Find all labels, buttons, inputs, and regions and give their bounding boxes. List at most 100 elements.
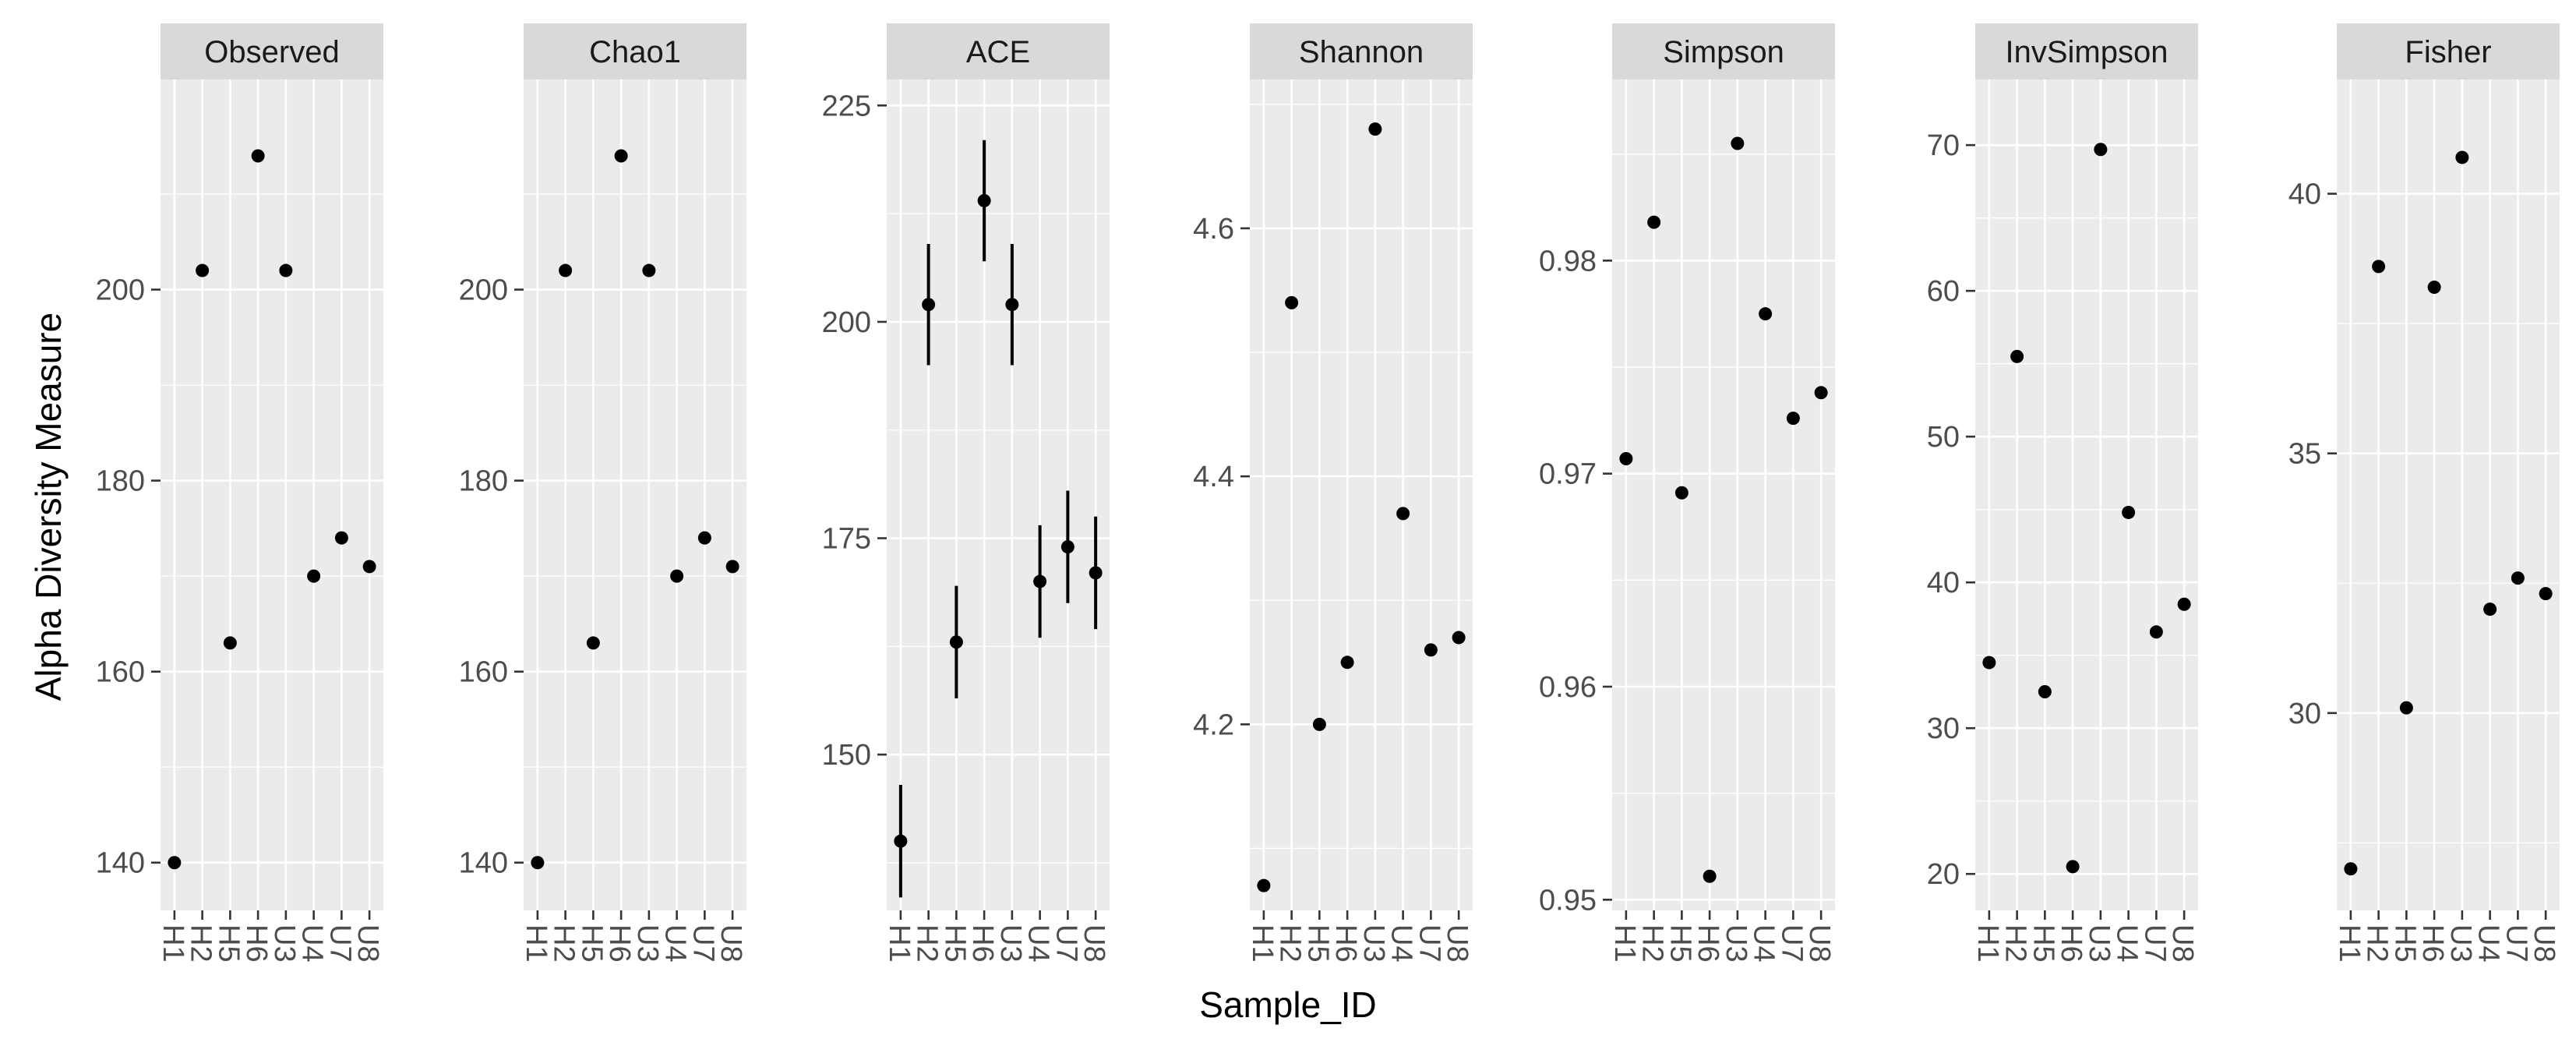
data-point xyxy=(614,149,628,163)
data-point xyxy=(2455,150,2469,164)
x-tick-label: U3 xyxy=(2083,924,2115,963)
x-tick-label: H1 xyxy=(1971,924,2004,963)
y-tick-label: 140 xyxy=(96,847,145,880)
data-point xyxy=(642,263,656,277)
data-point xyxy=(531,856,545,870)
y-tick-label: 225 xyxy=(822,90,871,122)
y-tick-label: 0.97 xyxy=(1539,458,1597,491)
x-tick-label: U7 xyxy=(2500,924,2532,963)
data-point xyxy=(279,263,293,277)
facet-strip xyxy=(161,23,383,80)
y-tick-label: 0.98 xyxy=(1539,245,1597,277)
x-tick-label: H5 xyxy=(2027,924,2059,963)
data-point xyxy=(697,531,711,545)
x-tick-label: U4 xyxy=(659,924,692,963)
data-point xyxy=(196,263,210,277)
data-point xyxy=(362,560,376,574)
facet-strip xyxy=(524,23,746,80)
x-tick-label: H5 xyxy=(1301,924,1334,963)
data-point xyxy=(2344,862,2358,876)
y-tick-label: 140 xyxy=(459,847,508,880)
data-point xyxy=(1786,412,1800,426)
x-tick-label: U7 xyxy=(686,924,719,963)
data-point xyxy=(223,636,237,650)
data-point xyxy=(1452,631,1466,645)
x-tick-label: H6 xyxy=(1329,924,1362,963)
x-tick-label: H5 xyxy=(212,924,245,963)
data-point xyxy=(1814,386,1828,400)
x-tick-label: H5 xyxy=(2388,924,2421,963)
data-point xyxy=(2038,684,2052,698)
facet-panels: Observed140160180200H1H2H5H6U3U4U7U8Chao… xyxy=(96,23,2560,963)
data-point xyxy=(1285,295,1299,309)
x-tick-label: U3 xyxy=(1357,924,1390,963)
panel-background xyxy=(524,80,746,910)
panel-background xyxy=(161,80,383,910)
data-point xyxy=(1674,486,1689,500)
y-tick-label: 50 xyxy=(1927,421,1960,454)
data-point xyxy=(334,531,348,545)
panel-background xyxy=(2337,80,2560,910)
x-tick-label: H5 xyxy=(938,924,971,963)
data-point xyxy=(670,569,684,583)
y-tick-label: 30 xyxy=(1927,712,1960,745)
x-tick-label: U7 xyxy=(1050,924,1082,963)
y-tick-label: 0.96 xyxy=(1539,671,1597,704)
panel-background xyxy=(1250,80,1473,910)
x-tick-label: U4 xyxy=(1022,924,1055,963)
y-tick-label: 200 xyxy=(96,274,145,307)
x-tick-label: H1 xyxy=(157,924,189,963)
facet-strip-label: Shannon xyxy=(1299,35,1424,69)
data-point xyxy=(1731,136,1745,150)
x-tick-label: U7 xyxy=(2138,924,2171,963)
x-tick-label: U8 xyxy=(1803,924,1836,963)
y-tick-label: 200 xyxy=(459,274,508,307)
facet-strip xyxy=(1975,23,2198,80)
y-tick-label: 4.2 xyxy=(1193,709,1234,741)
data-point xyxy=(2483,603,2497,617)
x-tick-label: U3 xyxy=(2444,924,2477,963)
data-point xyxy=(1982,656,1996,670)
x-tick-label: H1 xyxy=(883,924,916,963)
x-tick-label: H6 xyxy=(2055,924,2087,963)
y-tick-label: 180 xyxy=(459,465,508,498)
y-tick-label: 70 xyxy=(1927,129,1960,162)
data-point xyxy=(725,560,739,574)
x-tick-label: U3 xyxy=(994,924,1027,963)
x-tick-label: H5 xyxy=(575,924,608,963)
x-tick-label: U7 xyxy=(1413,924,1445,963)
x-tick-label: H2 xyxy=(185,924,217,963)
data-point xyxy=(1759,307,1773,321)
y-tick-label: 40 xyxy=(1927,567,1960,599)
x-tick-label: U7 xyxy=(323,924,356,963)
data-point xyxy=(977,193,991,207)
x-tick-label: U3 xyxy=(268,924,301,963)
facet-strip-label: Simpson xyxy=(1663,35,1784,69)
y-tick-label: 200 xyxy=(822,306,871,339)
data-point xyxy=(2177,597,2191,611)
y-tick-label: 160 xyxy=(459,656,508,689)
data-point xyxy=(2094,143,2108,157)
data-point xyxy=(307,569,321,583)
data-point xyxy=(949,635,963,649)
data-point xyxy=(922,298,936,312)
data-point xyxy=(168,856,182,870)
x-tick-label: H2 xyxy=(548,924,580,963)
x-tick-label: H2 xyxy=(1999,924,2032,963)
x-tick-label: U8 xyxy=(715,924,747,963)
x-tick-label: H1 xyxy=(1246,924,1279,963)
data-point xyxy=(1060,540,1075,554)
x-tick-label: U8 xyxy=(1078,924,1110,963)
data-point xyxy=(1089,566,1103,580)
x-tick-label: H2 xyxy=(2361,924,2394,963)
data-point xyxy=(1005,298,1019,312)
data-point xyxy=(894,834,908,848)
facet-strip xyxy=(2337,23,2560,80)
data-point xyxy=(1312,717,1326,731)
data-point xyxy=(2372,260,2386,274)
facet-strip-label: Fisher xyxy=(2405,35,2491,69)
data-point xyxy=(2010,349,2024,363)
